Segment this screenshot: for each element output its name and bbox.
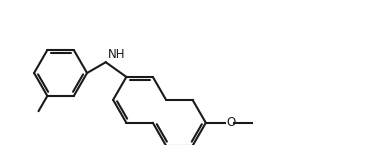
Text: NH: NH — [108, 48, 125, 61]
Text: O: O — [226, 116, 236, 129]
